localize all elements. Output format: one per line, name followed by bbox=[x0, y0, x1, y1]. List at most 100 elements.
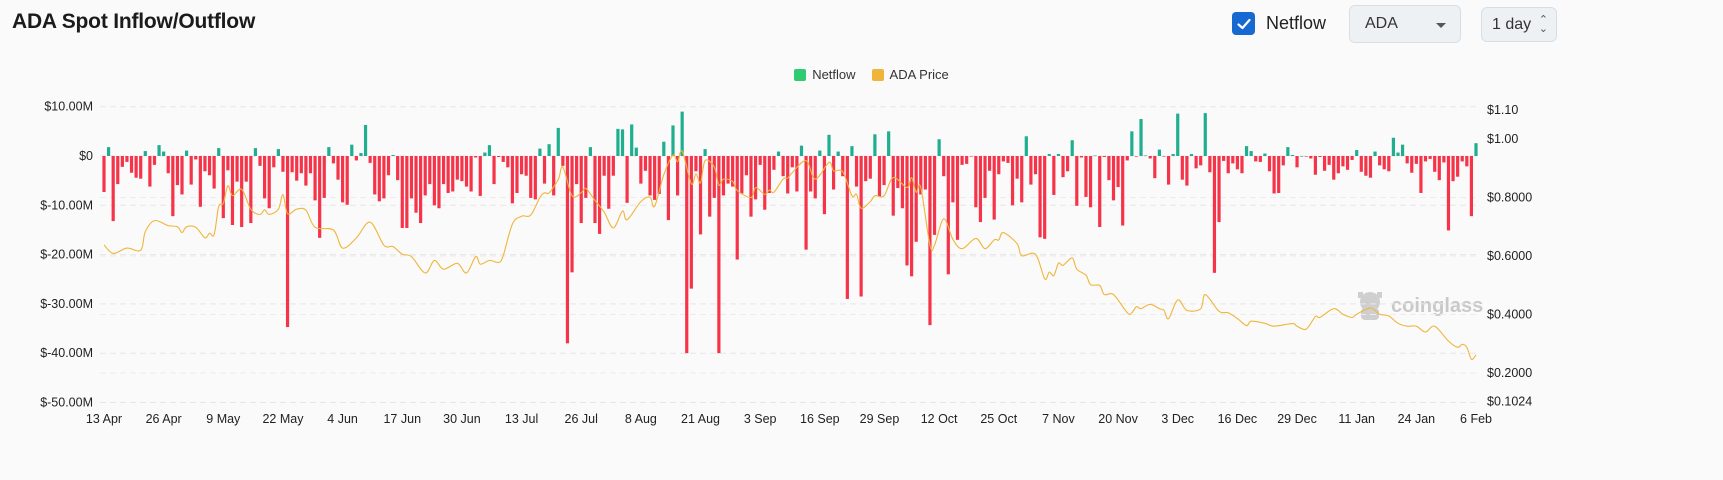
netflow-bar bbox=[841, 156, 845, 177]
netflow-bar bbox=[1144, 155, 1148, 157]
netflow-bar bbox=[396, 156, 400, 181]
netflow-bar bbox=[1400, 144, 1405, 156]
netflow-bar bbox=[593, 156, 597, 224]
netflow-bar bbox=[350, 144, 354, 156]
netflow-bar bbox=[1240, 156, 1244, 174]
netflow-bar bbox=[1469, 156, 1474, 217]
netflow-bar bbox=[767, 156, 771, 193]
netflow-bar bbox=[1121, 156, 1125, 226]
legend-item-price[interactable]: ADA Price bbox=[871, 67, 949, 82]
netflow-bar bbox=[308, 156, 313, 174]
netflow-bar bbox=[175, 156, 180, 186]
legend-item-netflow[interactable]: Netflow bbox=[794, 67, 856, 82]
netflow-bar bbox=[570, 156, 574, 273]
coinglass-watermark: coinglass bbox=[1355, 290, 1483, 322]
caret-down-icon bbox=[1436, 23, 1446, 28]
x-axis-tick: 7 Nov bbox=[1042, 412, 1075, 426]
netflow-bar bbox=[850, 146, 854, 156]
netflow-bar bbox=[1029, 156, 1033, 185]
netflow-checkbox-label[interactable]: Netflow bbox=[1266, 13, 1327, 33]
netflow-bar bbox=[267, 156, 271, 209]
netflow-bar bbox=[1166, 156, 1171, 185]
netflow-bar bbox=[579, 156, 583, 224]
netflow-bar bbox=[474, 156, 478, 158]
netflow-bar bbox=[519, 156, 524, 175]
netflow-bar bbox=[790, 156, 794, 168]
netflow-bar bbox=[437, 156, 441, 209]
netflow-bar bbox=[285, 156, 290, 328]
interval-select[interactable]: 1 day ⌃ ⌄ bbox=[1481, 7, 1557, 42]
netflow-bar bbox=[937, 139, 941, 156]
interval-select-value: 1 day bbox=[1492, 16, 1532, 33]
right-axis-tick: $0.2000 bbox=[1487, 366, 1532, 380]
coin-select[interactable]: ADA bbox=[1349, 5, 1461, 43]
netflow-bar bbox=[542, 156, 547, 184]
netflow-bar bbox=[1222, 156, 1226, 161]
netflow-bar bbox=[533, 156, 537, 200]
netflow-bar bbox=[207, 156, 212, 176]
netflow-bar bbox=[1171, 154, 1175, 156]
netflow-bar bbox=[951, 156, 955, 203]
netflow-bar bbox=[198, 156, 202, 207]
netflow-bar bbox=[313, 156, 317, 201]
netflow-bar bbox=[120, 156, 124, 167]
netflow-bar bbox=[919, 156, 923, 195]
netflow-bar bbox=[1456, 156, 1460, 177]
netflow-bar bbox=[643, 156, 648, 171]
netflow-checkbox[interactable] bbox=[1232, 12, 1255, 35]
netflow-bar bbox=[106, 147, 111, 156]
netflow-bar bbox=[1267, 156, 1272, 172]
netflow-bar bbox=[873, 134, 877, 156]
netflow-bar bbox=[1249, 151, 1253, 156]
netflow-bar bbox=[299, 156, 303, 174]
netflow-bar bbox=[492, 156, 496, 185]
netflow-bar bbox=[166, 156, 170, 174]
legend-label-price: ADA Price bbox=[889, 67, 949, 82]
netflow-bar bbox=[1437, 156, 1441, 181]
netflow-bar bbox=[932, 156, 937, 235]
x-axis-tick: 4 Jun bbox=[327, 412, 358, 426]
netflow-bar bbox=[253, 148, 258, 156]
netflow-bar bbox=[1419, 156, 1423, 193]
netflow-bar bbox=[1309, 156, 1313, 159]
netflow-bar bbox=[753, 156, 758, 200]
netflow-bar bbox=[1189, 154, 1194, 156]
netflow-bar bbox=[758, 156, 762, 165]
netflow-bar bbox=[331, 156, 336, 164]
right-axis-tick: $0.6000 bbox=[1487, 249, 1532, 263]
left-axis-tick: $-10.00M bbox=[40, 198, 93, 212]
netflow-bar bbox=[648, 156, 652, 196]
netflow-bar bbox=[1235, 156, 1239, 170]
netflow-bar bbox=[983, 156, 987, 198]
netflow-bar bbox=[290, 156, 294, 173]
netflow-bar bbox=[845, 156, 849, 299]
netflow-bar bbox=[854, 156, 859, 187]
netflow-bar bbox=[630, 124, 634, 156]
netflow-bar bbox=[272, 156, 276, 168]
netflow-bar bbox=[1208, 156, 1212, 173]
netflow-bar bbox=[451, 156, 455, 192]
netflow-bar bbox=[1286, 147, 1290, 156]
chart-legend: Netflow ADA Price bbox=[0, 67, 1723, 82]
netflow-bar bbox=[363, 124, 368, 156]
netflow-bar bbox=[455, 156, 459, 180]
legend-label-netflow: Netflow bbox=[812, 67, 856, 82]
netflow-bar bbox=[909, 156, 914, 277]
netflow-bar bbox=[382, 156, 386, 199]
netflow-bar bbox=[1134, 156, 1139, 157]
netflow-bar bbox=[515, 156, 519, 193]
netflow-bar bbox=[565, 156, 570, 344]
netflow-bar bbox=[1442, 156, 1446, 163]
netflow-bar bbox=[1212, 156, 1217, 273]
netflow-bar bbox=[1373, 151, 1377, 156]
netflow-bar bbox=[125, 156, 129, 162]
netflow-bar bbox=[795, 156, 799, 192]
netflow-bar bbox=[992, 156, 996, 220]
netflow-bar bbox=[575, 156, 579, 185]
x-axis-tick: 12 Oct bbox=[921, 412, 958, 426]
netflow-bar bbox=[1336, 156, 1340, 174]
x-axis-tick: 8 Aug bbox=[625, 412, 657, 426]
watermark-text: coinglass bbox=[1391, 294, 1484, 317]
netflow-bar bbox=[1263, 153, 1267, 156]
netflow-bar bbox=[809, 156, 813, 192]
